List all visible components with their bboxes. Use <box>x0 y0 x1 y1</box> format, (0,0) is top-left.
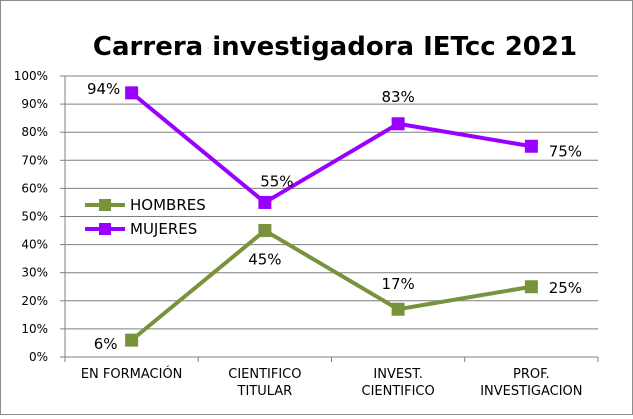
data-point-marker <box>391 117 405 131</box>
y-tick-label: 10% <box>21 322 48 336</box>
data-point-marker <box>524 280 538 294</box>
y-tick-label: 40% <box>21 238 48 252</box>
y-tick-label: 50% <box>21 210 48 224</box>
data-label: 17% <box>381 275 414 293</box>
data-labels: 6% 45% 17% 25% 94% 55% 83% 75% <box>87 80 582 353</box>
data-label: 45% <box>248 251 281 269</box>
data-point-marker <box>258 224 272 238</box>
x-category-label: TITULAR <box>237 384 293 399</box>
y-tick-label: 90% <box>21 97 48 111</box>
y-tick-label: 70% <box>21 153 48 167</box>
series-line-mujeres <box>130 91 532 205</box>
data-label: 75% <box>549 142 582 160</box>
x-category-label: CIENTIFICO <box>362 384 435 399</box>
data-label: 6% <box>94 335 118 353</box>
y-tick-label: 60% <box>21 181 48 195</box>
series-lines <box>125 86 538 347</box>
y-tick-label: 0% <box>29 350 48 364</box>
y-tick-label: 80% <box>21 125 48 139</box>
gridlines <box>65 75 598 330</box>
data-point-marker <box>125 86 139 100</box>
data-label: 83% <box>381 88 414 106</box>
data-point-marker <box>125 333 139 347</box>
x-category-label: EN FORMACIÓN <box>81 366 183 382</box>
y-tick-label: 100% <box>14 69 48 83</box>
x-category-label: INVESTIGACION <box>480 384 582 399</box>
legend-marker <box>99 223 111 235</box>
x-category-label: INVEST. <box>373 367 422 382</box>
axes: 0% 10% 20% 30% 40% 50% 60% 70% 80% 90% 100% EN FORM… <box>14 69 599 399</box>
legend: HOMBRES MUJERES <box>85 196 206 238</box>
data-point-marker <box>524 139 538 153</box>
data-label: 55% <box>260 172 293 190</box>
data-point-marker <box>391 302 405 316</box>
series-line-hombres <box>130 228 532 342</box>
x-category-label: CIENTIFICO <box>228 367 301 382</box>
y-tick-label: 20% <box>21 294 48 308</box>
data-label: 94% <box>87 80 120 98</box>
chart-title: Carrera investigadora IETcc 2021 <box>93 32 577 62</box>
x-category-label: PROF. <box>513 367 550 382</box>
legend-label: HOMBRES <box>130 196 206 214</box>
legend-label: MUJERES <box>130 220 197 238</box>
data-point-marker <box>258 195 272 209</box>
y-tick-label: 30% <box>21 266 48 280</box>
legend-marker <box>99 199 111 211</box>
data-label: 25% <box>549 279 582 297</box>
